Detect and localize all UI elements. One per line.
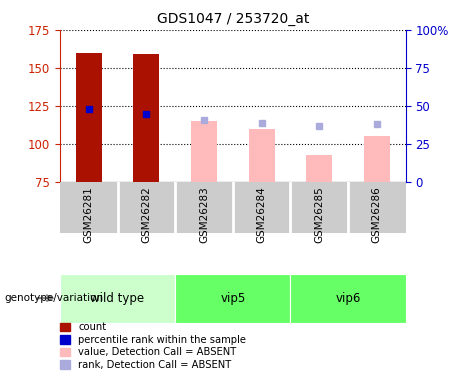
Bar <box>133 54 160 182</box>
Text: vip6: vip6 <box>335 292 361 304</box>
Text: genotype/variation: genotype/variation <box>5 293 104 303</box>
FancyBboxPatch shape <box>290 274 406 322</box>
Bar <box>76 53 102 182</box>
Text: GSM26286: GSM26286 <box>372 186 382 243</box>
Text: GSM26285: GSM26285 <box>314 186 324 243</box>
Bar <box>248 129 275 182</box>
Text: GSM26281: GSM26281 <box>84 186 94 243</box>
Text: GSM26284: GSM26284 <box>257 186 266 243</box>
Bar <box>248 129 275 182</box>
Title: GDS1047 / 253720_at: GDS1047 / 253720_at <box>157 12 309 26</box>
FancyBboxPatch shape <box>175 274 290 322</box>
Legend: count, percentile rank within the sample, value, Detection Call = ABSENT, rank, : count, percentile rank within the sample… <box>60 322 246 370</box>
FancyBboxPatch shape <box>60 274 175 322</box>
Text: GSM26282: GSM26282 <box>142 186 151 243</box>
Text: GSM26283: GSM26283 <box>199 186 209 243</box>
Bar <box>364 136 390 182</box>
Bar <box>306 154 332 182</box>
Text: vip5: vip5 <box>220 292 245 304</box>
Text: wild type: wild type <box>90 292 145 304</box>
Bar <box>191 121 217 182</box>
